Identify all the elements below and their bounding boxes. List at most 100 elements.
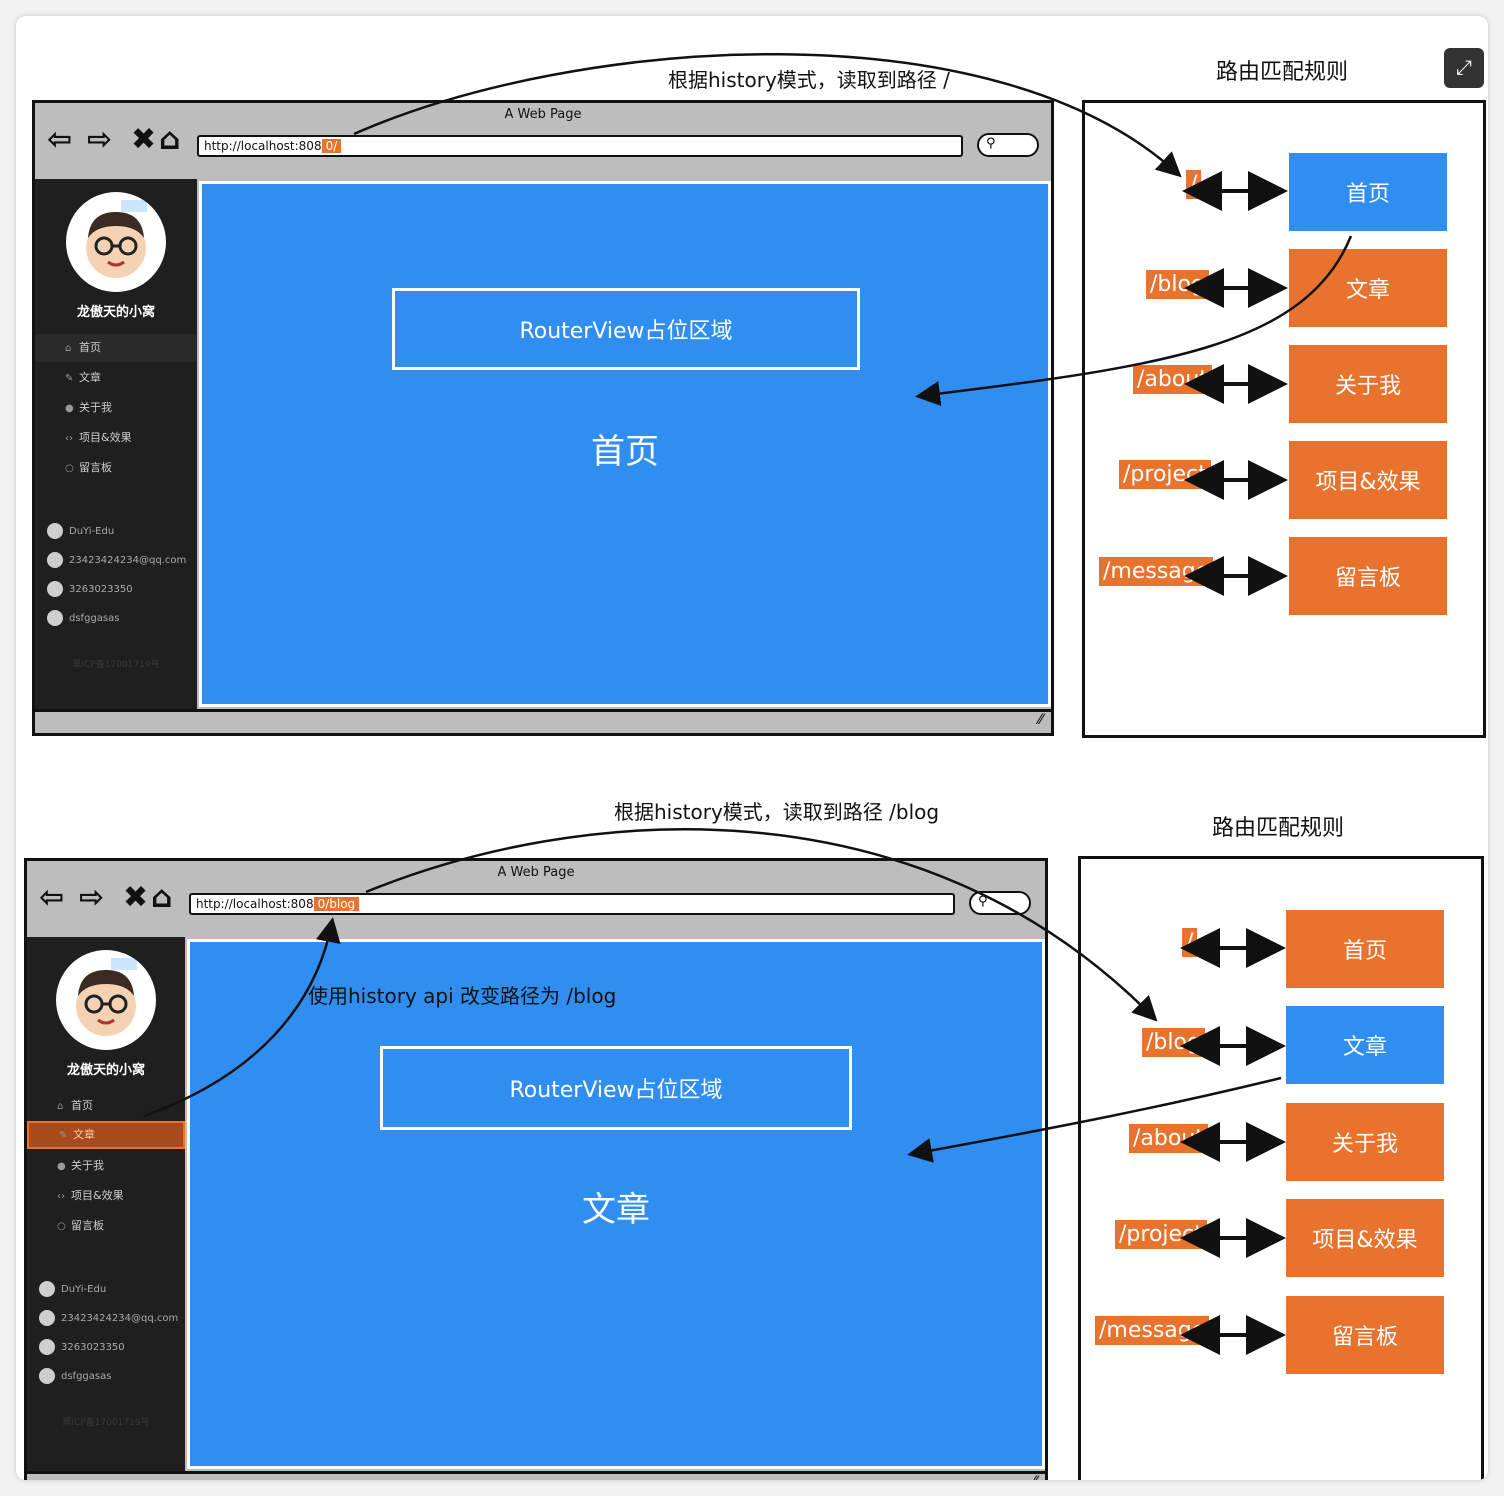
page-label: 文章: [582, 1190, 650, 1230]
sidebar: 龙傲天的小窝 ⌂ 首页 ✎ 文章 ● 关于我 ‹› 项目&效果 ○ 留言板 DuYi-Ed…: [27, 937, 185, 1471]
home-icon: ⌂: [57, 1101, 64, 1112]
search-icon: ⚲: [986, 136, 996, 151]
route-target-project: 项目&效果: [1289, 441, 1447, 519]
arrow-overlay: [143, 52, 1353, 1355]
page-label: 首页: [591, 432, 659, 472]
home-icon: ⌂: [65, 343, 72, 354]
url-path: 0/: [321, 139, 342, 153]
content-area: RouterView占位区域 首页: [199, 181, 1051, 707]
qq-icon: [47, 581, 63, 597]
mail-icon: [39, 1310, 55, 1326]
chat-icon: ○: [65, 463, 74, 474]
qq-icon: [39, 1339, 55, 1355]
close-icon[interactable]: ✖: [131, 122, 157, 157]
menu-item-home[interactable]: ⌂ 首页: [27, 1092, 185, 1120]
info-icon: ●: [57, 1161, 66, 1172]
history-read-arrow: [353, 52, 1182, 178]
menu-item-project[interactable]: ‹› 项目&效果: [35, 424, 197, 452]
menu-item-about[interactable]: ● 关于我: [27, 1152, 185, 1180]
status-bar: ⁄⁄: [27, 1471, 1045, 1480]
menu-item-message[interactable]: ○ 留言板: [35, 454, 197, 482]
history-read-note: 根据history模式，读取到路径 /blog: [614, 800, 940, 824]
contact-wechat[interactable]: dsfggasas: [27, 1362, 185, 1392]
url-base: http://localhost:808: [204, 139, 322, 153]
search-box[interactable]: ⚲: [977, 133, 1039, 157]
address-bar[interactable]: http://localhost:808 0/blog: [189, 893, 955, 915]
github-icon: [39, 1281, 55, 1297]
contact-wechat[interactable]: dsfggasas: [35, 604, 197, 634]
contact-email[interactable]: 23423424234@qq.com: [27, 1304, 185, 1334]
code-icon: ‹›: [65, 433, 73, 444]
window-title: A Web Page: [497, 865, 575, 880]
diagram-card: ⤢ 根据history模式，读取到路径 / A Web Page ⇦ ⇨ ✖ ⌂…: [16, 16, 1488, 1480]
menu-item-blog[interactable]: ✎ 文章: [35, 364, 197, 392]
menu-item-about[interactable]: ● 关于我: [35, 394, 197, 422]
info-icon: ●: [65, 403, 74, 414]
url-base: http://localhost:808: [196, 897, 314, 911]
route-target-home: 首页: [1286, 910, 1444, 988]
history-read-arrow: [365, 828, 1158, 1022]
route-target-message: 留言板: [1286, 1296, 1444, 1374]
history-api-arrow: [143, 917, 341, 1118]
history-read-note: 根据history模式，读取到路径 /: [668, 68, 950, 92]
route-target-message: 留言板: [1289, 537, 1447, 615]
contact-github[interactable]: DuYi-Edu: [35, 517, 197, 547]
menu-item-project[interactable]: ‹› 项目&效果: [27, 1182, 185, 1210]
site-name: 龙傲天的小窝: [66, 1063, 145, 1078]
contact-github[interactable]: DuYi-Edu: [27, 1275, 185, 1305]
contact-qq[interactable]: 3263023350: [35, 575, 197, 605]
icp-footnote: 黑ICP备17001719号: [72, 660, 160, 670]
search-box[interactable]: ⚲: [969, 891, 1031, 915]
url-path: 0/blog: [313, 897, 360, 911]
router-view-placeholder: RouterView占位区域: [380, 1046, 852, 1130]
route-target-blog: 文章: [1286, 1006, 1444, 1084]
icp-footnote: 黑ICP备17001719号: [62, 1418, 150, 1428]
browser-window: A Web Page ⇦ ⇨ ✖ ⌂ http://localhost:808 0…: [24, 858, 1048, 1480]
avatar: [56, 950, 156, 1050]
route-target-project: 项目&效果: [1286, 1199, 1444, 1277]
route-target-home: 首页: [1289, 153, 1447, 231]
route-target-about: 关于我: [1286, 1103, 1444, 1181]
router-view-placeholder: RouterView占位区域: [392, 288, 860, 370]
pen-icon: ✎: [59, 1130, 68, 1141]
search-icon: ⚲: [978, 894, 988, 909]
menu-item-home[interactable]: ⌂ 首页: [35, 334, 197, 362]
sidebar: 龙傲天的小窝 ⌂ 首页 ✎ 文章 ● 关于我 ‹› 项目&效果 ○ 留言板 DuYi-Ed…: [35, 179, 197, 709]
forward-arrow-icon[interactable]: ⇨: [79, 880, 105, 915]
content-area: 使用history api 改变路径为 /blog RouterView占位区域…: [187, 939, 1045, 1469]
render-arrow: [907, 1076, 1282, 1163]
close-icon[interactable]: ✖: [123, 880, 149, 915]
contact-email[interactable]: 23423424234@qq.com: [35, 546, 197, 576]
menu-item-message[interactable]: ○ 留言板: [27, 1212, 185, 1240]
resize-grip-icon[interactable]: ⁄⁄: [1038, 712, 1043, 728]
render-arrow: [915, 235, 1353, 406]
code-icon: ‹›: [57, 1191, 65, 1202]
expand-icon[interactable]: ⤢: [1444, 48, 1484, 88]
resize-grip-icon[interactable]: ⁄⁄: [1032, 1474, 1037, 1480]
back-arrow-icon[interactable]: ⇦: [39, 880, 65, 915]
contact-qq[interactable]: 3263023350: [27, 1333, 185, 1363]
status-bar: ⁄⁄: [35, 709, 1051, 733]
window-title: A Web Page: [504, 107, 582, 122]
wechat-icon: [39, 1368, 55, 1384]
rules-title: 路由匹配规则: [1215, 60, 1348, 85]
forward-arrow-icon[interactable]: ⇨: [87, 122, 113, 157]
home-icon[interactable]: ⌂: [151, 880, 173, 915]
home-icon[interactable]: ⌂: [159, 122, 181, 157]
history-api-note: 使用history api 改变路径为 /blog: [308, 984, 617, 1008]
rules-title: 路由匹配规则: [1211, 816, 1344, 841]
pen-icon: ✎: [65, 373, 74, 384]
avatar: [66, 192, 166, 292]
mail-icon: [47, 552, 63, 568]
avatar-face-icon: [86, 200, 147, 278]
site-name: 龙傲天的小窝: [76, 305, 155, 320]
back-arrow-icon[interactable]: ⇦: [47, 122, 73, 157]
browser-window: A Web Page ⇦ ⇨ ✖ ⌂ http://localhost:808 0…: [32, 100, 1054, 736]
github-icon: [47, 523, 63, 539]
route-target-about: 关于我: [1289, 345, 1447, 423]
address-bar[interactable]: http://localhost:808 0/: [197, 135, 963, 157]
menu-item-blog[interactable]: ✎ 文章: [27, 1121, 185, 1149]
chat-icon: ○: [57, 1221, 66, 1232]
avatar-face-icon: [76, 958, 137, 1036]
wechat-icon: [47, 610, 63, 626]
